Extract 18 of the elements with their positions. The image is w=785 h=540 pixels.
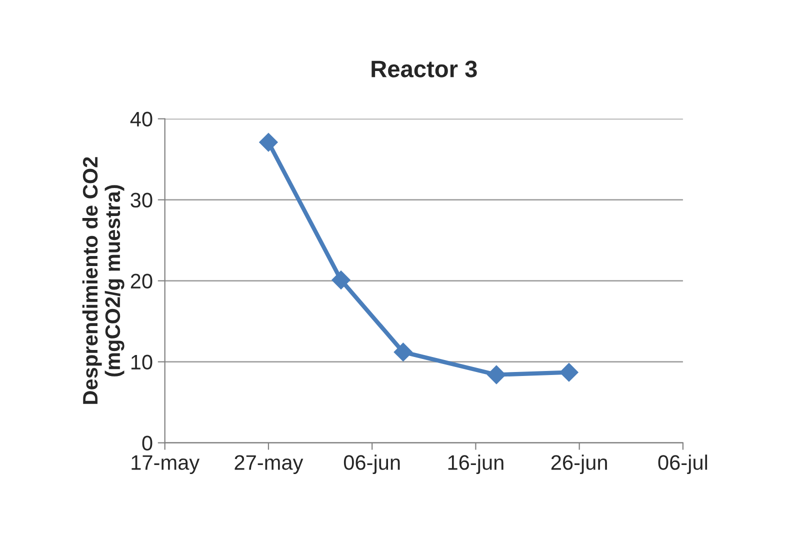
point xyxy=(560,362,578,382)
y-tick-label: 20 xyxy=(130,274,152,289)
y-tick-label: 40 xyxy=(130,112,152,127)
x-tick-label: 06-jul xyxy=(658,454,708,474)
y-axis-title: Desprendimiento de CO2 (mgCO2/g muestra) xyxy=(82,157,124,404)
x-tick-label: 27-may xyxy=(234,455,304,474)
point xyxy=(332,270,350,290)
y-tick-label: 30 xyxy=(130,192,152,208)
point xyxy=(394,342,413,362)
point xyxy=(487,365,506,384)
y-tick-label: 10 xyxy=(131,354,152,370)
x-tick-label: 06-jun xyxy=(344,454,400,474)
chart-title: Reactor 3 xyxy=(372,60,477,78)
y-tick-label: 0 xyxy=(142,436,152,451)
x-tick-label: 26-jun xyxy=(551,454,607,474)
x-tick-label: 16-jun xyxy=(448,454,504,474)
x-tick-label: 17-may xyxy=(132,455,200,474)
point xyxy=(259,132,278,152)
